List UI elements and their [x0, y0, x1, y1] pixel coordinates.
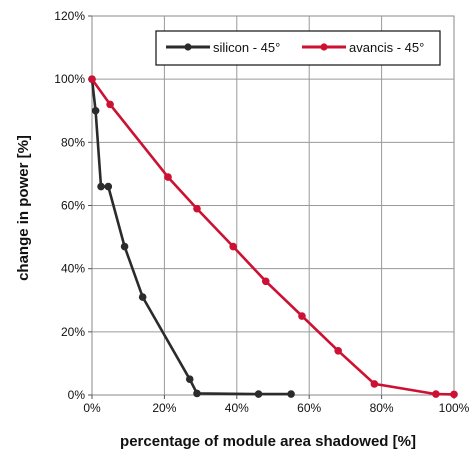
x-axis-label: percentage of module area shadowed [%] — [120, 433, 416, 450]
data-point-avancis — [370, 380, 379, 388]
data-point-avancis — [229, 242, 237, 251]
data-point-silicon — [138, 293, 147, 301]
y-tick-label: 40% — [61, 262, 85, 276]
data-point-silicon — [254, 390, 263, 398]
x-tick-label: 80% — [370, 401, 394, 415]
data-point-avancis — [298, 312, 306, 320]
series-group — [88, 75, 458, 399]
legend-marker-silicon — [184, 43, 192, 51]
legend-marker-avancis — [320, 43, 328, 51]
x-axis-ticks: 0% 20% 40% 60% 80% 100% — [83, 395, 470, 415]
data-point-silicon — [287, 390, 295, 398]
data-point-silicon — [193, 389, 201, 398]
x-tick-label: 60% — [297, 401, 321, 415]
data-point-silicon — [97, 182, 105, 191]
data-point-avancis — [334, 346, 342, 355]
x-tick-label: 100% — [439, 401, 470, 415]
data-point-avancis — [164, 173, 172, 181]
y-tick-label: 80% — [61, 135, 85, 149]
gridlines — [92, 16, 454, 395]
data-point-silicon — [185, 375, 194, 384]
data-point-avancis — [106, 100, 114, 109]
x-tick-label: 20% — [152, 401, 176, 415]
y-axis-ticks: 0% 20% 40% 60% 80% 100% 120% — [54, 9, 92, 402]
y-tick-label: 20% — [61, 325, 85, 339]
x-tick-label: 40% — [225, 401, 249, 415]
data-point-silicon — [120, 242, 129, 251]
data-point-avancis — [432, 390, 440, 398]
legend: silicon - 45° avancis - 45° — [155, 30, 441, 66]
data-point-avancis — [88, 75, 96, 83]
data-point-avancis — [450, 390, 458, 399]
y-axis-label: change in power [%] — [15, 135, 32, 281]
legend-label-silicon: silicon - 45° — [213, 40, 280, 55]
data-point-silicon — [104, 182, 113, 191]
y-tick-label: 120% — [54, 9, 85, 23]
data-point-avancis — [193, 204, 201, 213]
y-tick-label: 0% — [68, 388, 86, 402]
legend-label-avancis: avancis - 45° — [349, 40, 424, 55]
data-point-avancis — [261, 277, 270, 286]
data-point-silicon — [91, 106, 100, 115]
y-tick-label: 60% — [61, 199, 85, 213]
x-tick-label: 0% — [83, 401, 101, 415]
series-line-silicon — [90, 79, 292, 396]
y-tick-label: 100% — [54, 72, 85, 86]
